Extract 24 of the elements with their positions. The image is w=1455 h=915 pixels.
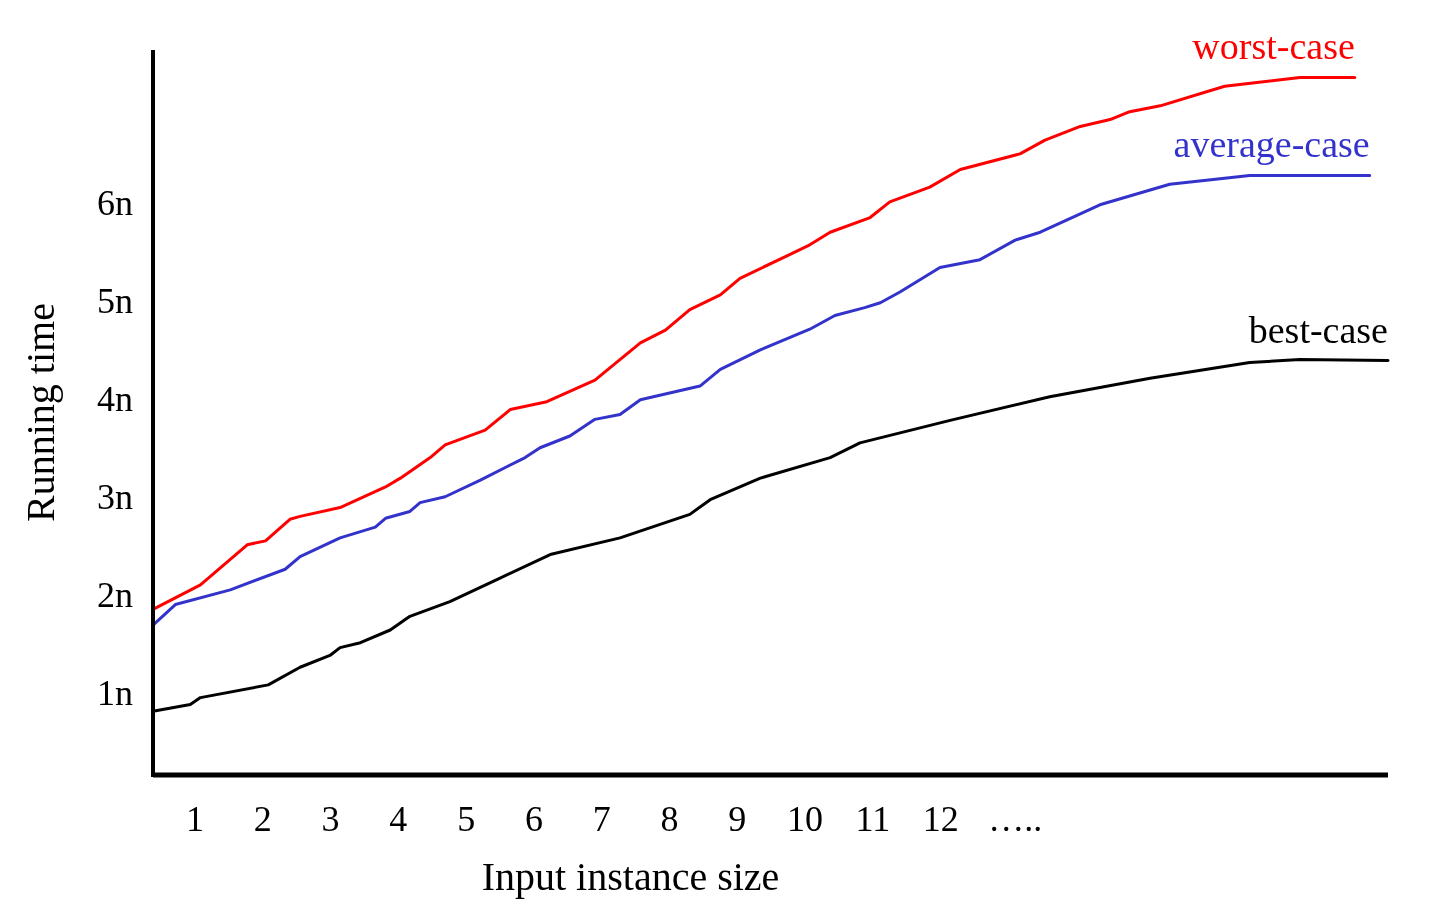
y-tick-label: 1n: [97, 673, 133, 714]
x-axis-title: Input instance size: [481, 854, 780, 899]
x-tick-label: 10: [787, 799, 824, 839]
x-tick-label: 3: [321, 799, 340, 839]
y-axis-title: Running time: [18, 303, 63, 522]
x-tick-label: 9: [728, 799, 747, 839]
x-tick-label: 6: [524, 799, 543, 839]
x-tick-label: 2: [253, 799, 272, 839]
y-tick-label: 4n: [97, 379, 133, 420]
series-label: best-case: [1248, 308, 1388, 351]
y-tick-label: 5n: [97, 281, 133, 322]
x-tick-label: 12: [922, 799, 959, 839]
x-tick-label: 4: [389, 799, 408, 839]
x-tick-label: 5: [457, 799, 476, 839]
y-tick-label: 6n: [97, 183, 133, 224]
x-tick-label: 8: [660, 799, 679, 839]
x-tick-label: 7: [592, 799, 611, 839]
x-tick-label: 1: [186, 799, 205, 839]
y-tick-label: 2n: [97, 575, 133, 616]
series-label: average-case: [1173, 123, 1370, 166]
x-tick-label: …..: [988, 799, 1043, 839]
series-label: worst-case: [1192, 25, 1355, 68]
y-tick-label: 3n: [97, 477, 133, 518]
x-tick-label: 11: [855, 799, 891, 839]
